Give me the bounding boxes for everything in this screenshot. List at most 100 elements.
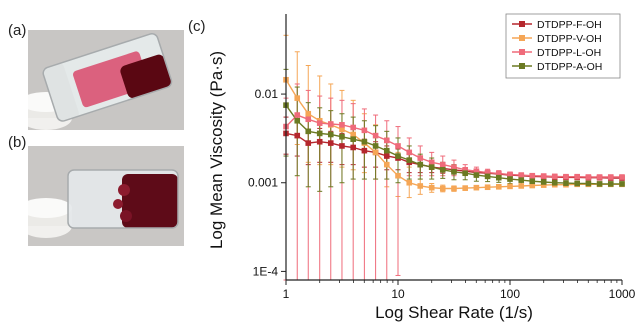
dtdpp-a-oh-data-point bbox=[451, 168, 457, 175]
dtdpp-a-oh-data-point bbox=[563, 180, 569, 186]
dtdpp-l-oh-data-point bbox=[563, 173, 569, 180]
dtdpp-a-oh-data-point bbox=[372, 143, 379, 149]
dtdpp-l-oh-data-point bbox=[383, 137, 390, 144]
dtdpp-a-oh-data-point bbox=[495, 174, 502, 181]
dtdpp-f-oh-data-point bbox=[327, 140, 334, 146]
dtdpp-v-oh-data-point bbox=[540, 182, 547, 188]
legend-marker-dtdpp-l-oh bbox=[519, 49, 525, 55]
dtdpp-l-oh-data-point bbox=[540, 173, 547, 179]
dtdpp-a-oh-data-point bbox=[540, 179, 547, 185]
dtdpp-f-oh-data-point bbox=[383, 153, 390, 159]
dtdpp-a-oh-data-point bbox=[619, 181, 625, 187]
y-tick-label: 0.01 bbox=[255, 87, 279, 101]
dtdpp-l-oh-data-point bbox=[372, 132, 379, 139]
dtdpp-v-oh-data-point bbox=[529, 182, 536, 189]
photo-vial-b bbox=[28, 146, 184, 246]
dtdpp-a-oh-data-point bbox=[417, 161, 424, 168]
dtdpp-a-oh-data-point bbox=[473, 172, 480, 178]
dtdpp-l-oh-data-point bbox=[316, 120, 323, 126]
dtdpp-l-oh-data-point bbox=[607, 174, 614, 180]
dtdpp-f-oh-data-point bbox=[294, 132, 301, 139]
dtdpp-a-oh-data-point bbox=[439, 166, 446, 173]
dtdpp-l-oh-data-point bbox=[518, 172, 525, 178]
dtdpp-a-oh-data-point bbox=[327, 131, 334, 138]
panel-label-c: (c) bbox=[188, 18, 206, 35]
legend-label-dtdpp-l-oh: DTDPP-L-OH bbox=[537, 47, 601, 59]
y-axis-label: Log Mean Viscosity (Pa·s) bbox=[207, 51, 226, 249]
dtdpp-l-oh-data-point bbox=[495, 170, 502, 177]
x-tick-label: 100 bbox=[500, 287, 520, 301]
dtdpp-l-oh-data-point bbox=[395, 143, 401, 149]
dtdpp-l-oh-data-point bbox=[507, 171, 513, 178]
dtdpp-f-oh-data-point bbox=[350, 144, 356, 151]
y-tick-label: 0.001 bbox=[248, 176, 278, 190]
dtdpp-v-oh-data-point bbox=[473, 184, 480, 191]
dtdpp-v-oh-data-point bbox=[350, 131, 356, 138]
x-axis-label: Log Shear Rate (1/s) bbox=[375, 303, 533, 322]
dtdpp-a-oh-data-point bbox=[294, 117, 301, 124]
dtdpp-v-oh-data-point bbox=[439, 185, 446, 192]
x-tick-label: 1 bbox=[283, 287, 290, 301]
dtdpp-l-oh-data-point bbox=[417, 155, 424, 161]
dtdpp-v-oh-data-point bbox=[339, 126, 345, 133]
dtdpp-a-oh-data-point bbox=[305, 128, 312, 135]
dtdpp-a-oh-data-point bbox=[518, 177, 525, 183]
dtdpp-v-oh-data-point bbox=[406, 179, 413, 186]
dtdpp-a-oh-data-point bbox=[316, 130, 323, 137]
dtdpp-v-oh-data-point bbox=[495, 183, 502, 190]
dtdpp-a-oh-data-point bbox=[585, 180, 592, 187]
dtdpp-l-oh-data-point bbox=[462, 166, 468, 173]
dtdpp-f-oh-data-point bbox=[316, 138, 323, 145]
dtdpp-v-oh-data-point bbox=[395, 172, 401, 179]
dtdpp-a-oh-data-point bbox=[574, 180, 580, 187]
legend-label-dtdpp-v-oh: DTDPP-V-OH bbox=[537, 33, 602, 45]
dtdpp-l-oh-data-point bbox=[439, 161, 446, 168]
dtdpp-a-oh-data-point bbox=[350, 136, 356, 142]
dtdpp-v-oh-data-point bbox=[372, 149, 379, 156]
dtdpp-a-oh-data-point bbox=[484, 173, 491, 180]
panel-label-b: (b) bbox=[8, 134, 27, 151]
dtdpp-l-oh-data-point bbox=[574, 173, 580, 180]
dtdpp-a-oh-data-point bbox=[596, 181, 603, 187]
dtdpp-v-oh-data-point bbox=[417, 183, 424, 189]
dtdpp-a-oh-data-point bbox=[607, 181, 614, 187]
dtdpp-l-oh-data-point bbox=[596, 174, 603, 180]
dtdpp-l-oh-data-point bbox=[339, 122, 345, 128]
x-tick-label: 1000 bbox=[609, 287, 636, 301]
dtdpp-l-oh-data-point bbox=[428, 159, 435, 166]
dtdpp-l-oh-data-point bbox=[585, 174, 592, 180]
dtdpp-a-oh-data-point bbox=[551, 179, 558, 186]
legend-label-dtdpp-f-oh: DTDPP-F-OH bbox=[537, 19, 602, 31]
dtdpp-v-oh-data-point bbox=[383, 161, 390, 168]
dtdpp-l-oh-data-point bbox=[361, 127, 368, 134]
dtdpp-f-oh-data-point bbox=[305, 140, 312, 146]
dtdpp-a-oh-data-point bbox=[507, 176, 513, 182]
dtdpp-l-oh-data-point bbox=[473, 168, 480, 174]
chart-legend: DTDPP-F-OH DTDPP-V-OH DTDPP-L-OH DTDPP-A-OH bbox=[505, 13, 621, 79]
dtdpp-v-oh-data-point bbox=[305, 110, 312, 117]
dtdpp-a-oh-data-point bbox=[428, 164, 435, 170]
dtdpp-l-oh-data-point bbox=[484, 169, 491, 176]
dtdpp-a-oh-data-point bbox=[395, 153, 401, 159]
dtdpp-l-oh-data-point bbox=[529, 172, 536, 179]
dtdpp-a-oh-data-point bbox=[339, 133, 345, 140]
dtdpp-a-oh-data-point bbox=[361, 138, 368, 145]
y-tick-label: 1E-4 bbox=[253, 264, 279, 278]
legend-marker-dtdpp-a-oh bbox=[519, 63, 525, 69]
dtdpp-v-oh-data-point bbox=[294, 95, 301, 101]
dtdpp-a-oh-data-point bbox=[529, 178, 536, 185]
dtdpp-v-oh-data-point bbox=[484, 184, 491, 191]
dtdpp-v-oh-data-point bbox=[507, 183, 513, 190]
dtdpp-v-oh-data-point bbox=[518, 183, 525, 189]
photo-vial-a bbox=[28, 30, 184, 130]
dtdpp-f-oh-data-point bbox=[361, 147, 368, 154]
dtdpp-l-oh-data-point bbox=[305, 116, 312, 123]
legend-marker-dtdpp-f-oh bbox=[519, 21, 525, 27]
dtdpp-l-oh-data-point bbox=[406, 149, 413, 156]
dtdpp-f-oh-data-point bbox=[339, 143, 345, 149]
dtdpp-v-oh-data-point bbox=[428, 184, 435, 191]
dtdpp-l-oh-data-point bbox=[294, 112, 301, 118]
dtdpp-l-oh-data-point bbox=[327, 121, 334, 127]
x-tick-label: 10 bbox=[391, 287, 405, 301]
